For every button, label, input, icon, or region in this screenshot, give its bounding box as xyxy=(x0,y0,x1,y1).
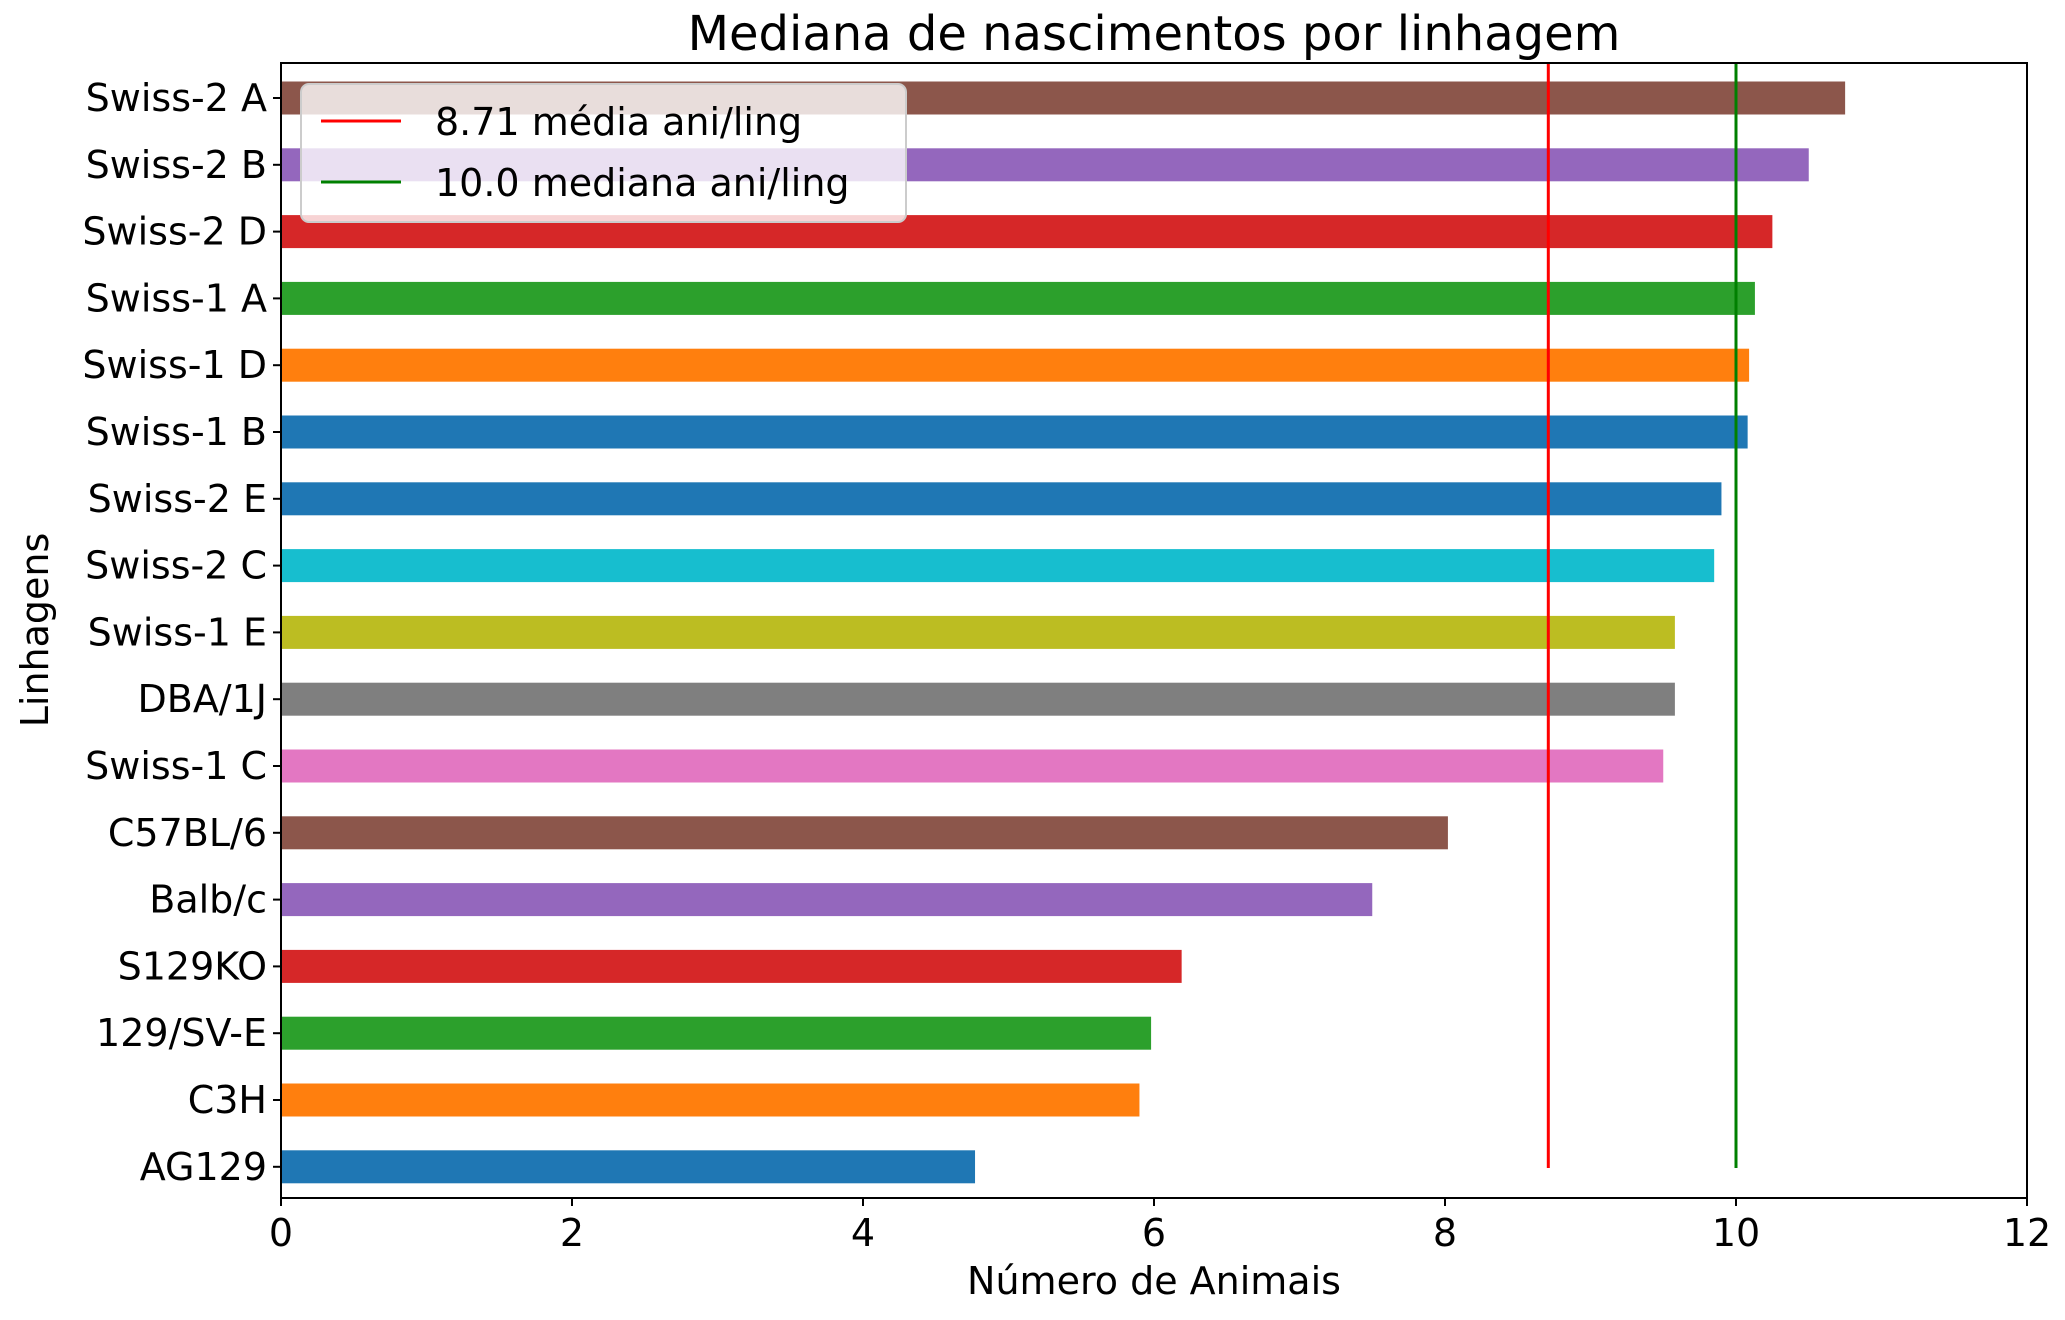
y-tick-label-swiss-2-c: Swiss-2 C xyxy=(85,544,267,588)
x-tick-label-4: 4 xyxy=(851,1211,875,1255)
bar-swiss-2-c xyxy=(281,549,1715,583)
x-tick-label-6: 6 xyxy=(1142,1211,1166,1255)
bar-dba-1j xyxy=(281,682,1675,716)
bar-c57bl-6 xyxy=(281,816,1448,850)
bar-ag129 xyxy=(281,1150,976,1184)
y-tick-label-swiss-1-e: Swiss-1 E xyxy=(88,610,267,654)
bar-s129ko xyxy=(281,949,1182,983)
y-tick-label-c3h: C3H xyxy=(188,1078,267,1122)
x-tick-label-0: 0 xyxy=(269,1211,293,1255)
bar-swiss-1-d xyxy=(281,348,1750,382)
legend: 8.71 média ani/ling 10.0 mediana ani/lin… xyxy=(300,83,907,223)
y-tick-label-balb-c: Balb/c xyxy=(149,878,267,922)
bar-balb-c xyxy=(281,883,1373,917)
bar-129-sv-e xyxy=(281,1016,1152,1050)
legend-label-mean: 8.71 média ani/ling xyxy=(435,100,802,144)
y-tick-label-swiss-1-a: Swiss-1 A xyxy=(86,276,267,320)
x-axis-ticks: 0 2 4 6 8 10 12 xyxy=(269,1198,2051,1255)
y-tick-label-swiss-2-a: Swiss-2 A xyxy=(86,76,267,120)
chart-title: Mediana de nascimentos por linhagem xyxy=(688,6,1621,62)
y-tick-label-129-sv-e: 129/SV-E xyxy=(96,1011,267,1055)
y-tick-label-swiss-2-b: Swiss-2 B xyxy=(86,143,267,187)
y-tick-label-swiss-2-e: Swiss-2 E xyxy=(88,477,267,521)
y-tick-label-swiss-2-d: Swiss-2 D xyxy=(82,210,267,254)
bar-swiss-1-a xyxy=(281,281,1755,315)
y-axis-ticks: Swiss-2 A Swiss-2 B Swiss-2 D Swiss-1 A Swis… xyxy=(82,76,281,1189)
bar-swiss-1-e xyxy=(281,615,1675,649)
y-axis-label: Linhagens xyxy=(13,533,57,728)
bar-swiss-1-c xyxy=(281,749,1664,783)
bar-swiss-1-b xyxy=(281,415,1748,449)
x-tick-label-10: 10 xyxy=(1712,1211,1760,1255)
legend-label-median: 10.0 mediana ani/ling xyxy=(435,161,850,205)
y-tick-label-c57bl-6: C57BL/6 xyxy=(108,811,267,855)
y-tick-label-ag129: AG129 xyxy=(140,1145,267,1189)
bar-c3h xyxy=(281,1083,1140,1117)
y-tick-label-swiss-1-b: Swiss-1 B xyxy=(86,410,267,454)
x-axis-label: Número de Animais xyxy=(967,1259,1341,1303)
x-tick-label-12: 12 xyxy=(2003,1211,2051,1255)
bar-swiss-2-e xyxy=(281,482,1722,516)
x-tick-label-8: 8 xyxy=(1433,1211,1457,1255)
y-tick-label-swiss-1-d: Swiss-1 D xyxy=(82,343,267,387)
reference-lines-layer xyxy=(1546,63,1738,1168)
y-tick-label-s129ko: S129KO xyxy=(118,944,267,988)
bars-layer xyxy=(281,81,1846,1184)
x-tick-label-2: 2 xyxy=(560,1211,584,1255)
y-tick-label-dba-1j: DBA/1J xyxy=(137,677,267,721)
y-tick-label-swiss-1-c: Swiss-1 C xyxy=(85,744,267,788)
legend-box xyxy=(300,83,907,223)
